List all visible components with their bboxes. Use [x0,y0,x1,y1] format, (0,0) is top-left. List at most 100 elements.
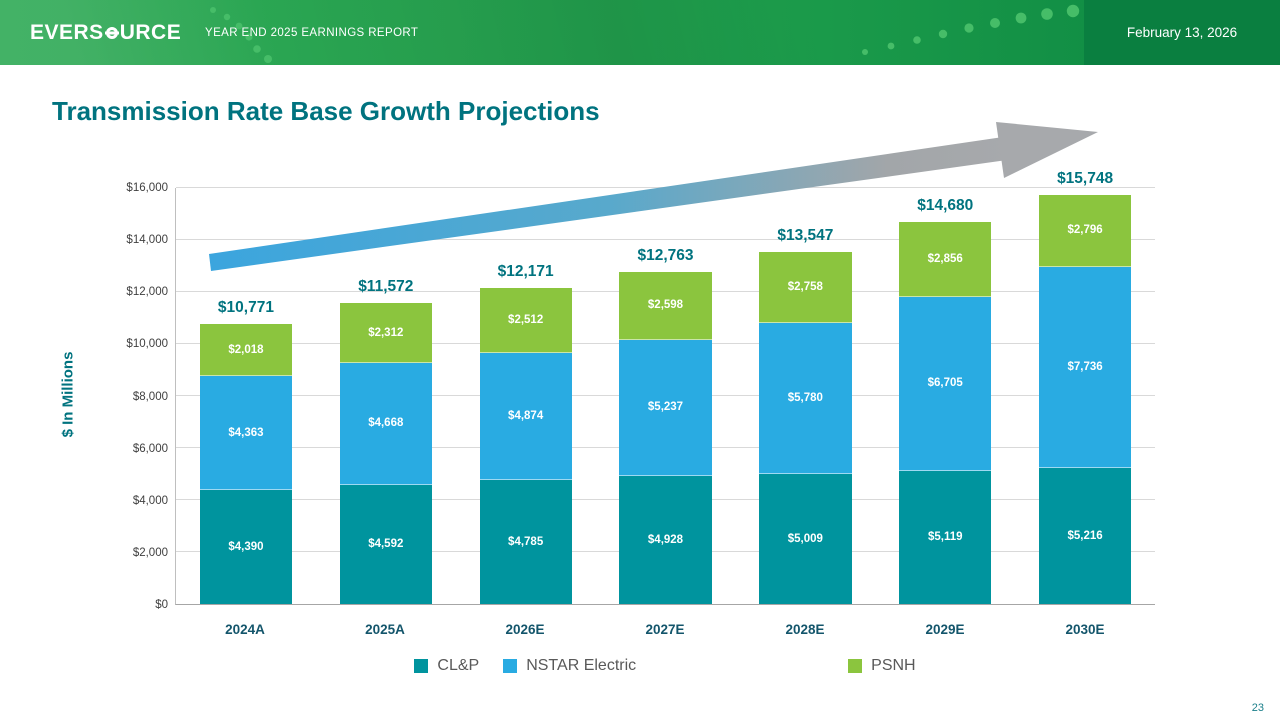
legend-item-psnh: PSNH [848,657,916,675]
total-label-2030e: $15,748 [1057,169,1114,187]
bar-column-2027e: $12,763 $2,598 $5,237 $4,928 [596,188,736,604]
legend-swatch-cl-p [414,659,429,673]
x-axis-label-2028e: 2028E [785,622,825,637]
segment-value-label: $2,018 [228,343,264,356]
segment-cl-p: $4,928 [619,475,712,604]
x-axis-label-2030e: 2030E [1065,622,1105,637]
stacked-bar-2027e: $12,763 $2,598 $5,237 $4,928 [619,247,712,604]
stacked-bar-2028e: $13,547 $2,758 $5,780 $5,009 [759,227,852,604]
segment-nstar-electric: $4,363 [199,376,293,490]
y-tick-label: $8,000 [132,390,168,403]
y-tick-label: $2,000 [132,546,168,559]
segment-value-label: $4,928 [647,533,684,546]
slide-title: Transmission Rate Base Growth Projection… [52,96,600,126]
total-label-2025a: $11,572 [358,278,414,296]
legend-label-cl-p: CL&P [437,657,480,674]
bar-column-2030e: $15,748 $2,796 $7,736 $5,216 [1015,170,1155,604]
segment-nstar-electric: $6,705 [899,296,992,471]
total-label-2029e: $14,680 [917,197,974,215]
segment-value-label: $4,785 [508,535,544,548]
bar-column-2028e: $13,547 $2,758 $5,780 $5,009 [735,188,875,604]
segment-cl-p: $4,785 [479,479,572,604]
segment-value-label: $7,736 [1067,361,1103,374]
bar-column-2026e: $12,171 $2,512 $4,874 $4,785 [456,188,596,604]
segment-cl-p: $4,592 [339,484,432,604]
bar-column-2025a: $11,572 $2,312 $4,668 $4,592 [316,188,456,604]
y-tick-label: $14,000 [126,234,168,247]
segment-value-label: $4,874 [508,409,544,422]
segment-psnh: $2,018 [199,323,293,377]
eversource-logo: EVERS URCE [30,0,181,65]
segment-value-label: $5,216 [1067,530,1103,543]
y-tick-label: $12,000 [126,286,168,299]
x-axis-label-2027e: 2027E [645,622,685,637]
segment-psnh: $2,796 [1038,194,1132,268]
bar-column-2029e: $14,680 $2,856 $6,705 $5,119 [875,188,1015,604]
bar-column-2024a: $10,771 $2,018 $4,363 $4,390 [176,188,316,604]
legend-swatch-psnh [848,659,863,673]
legend-item-cl-p: CL&P [414,657,479,675]
date-text: February 13, 2026 [1126,25,1238,40]
page-number: 23 [1251,702,1264,714]
header-bar: EVERS URCE YEAR END 2025 EARNINGS REPORT … [0,0,1280,65]
y-axis-title: $ In Millions [59,351,77,438]
segment-value-label: $5,780 [787,392,823,405]
plot-area: $10,771 $2,018 $4,363 $4,390 $11,572 $2,312 $4… [175,170,1155,605]
segment-value-label: $2,598 [647,299,684,312]
x-axis-label-2025a: 2025A [365,622,405,637]
report-title: YEAR END 2025 EARNINGS REPORT [205,26,419,39]
segment-nstar-electric: $5,780 [759,323,852,474]
total-label-2028e: $13,547 [777,226,834,244]
logo-text-pre: EVERS [30,20,104,44]
legend-swatch-nstar-electric [503,659,518,673]
segment-nstar-electric: $4,874 [479,352,572,480]
segment-cl-p: $4,390 [199,489,293,604]
y-tick-label: $10,000 [126,338,168,351]
logo-o-icon [105,26,118,39]
stacked-bar-2024a: $10,771 $2,018 $4,363 $4,390 [199,299,293,604]
stacked-bar-2030e: $15,748 $2,796 $7,736 $5,216 [1038,170,1132,604]
segment-value-label: $6,705 [927,377,963,390]
segment-value-label: $4,363 [228,426,264,439]
segment-value-label: $5,009 [787,532,823,545]
logo-text-post: URCE [119,20,182,44]
legend-label-psnh: PSNH [871,657,916,674]
total-label-2024a: $10,771 [217,298,274,316]
segment-psnh: $2,598 [619,272,712,340]
segment-cl-p: $5,009 [759,473,852,604]
segment-nstar-electric: $5,237 [619,339,712,476]
chart-legend: CL&P NSTAR Electric PSNH [175,650,1155,682]
x-axis-label-2024a: 2024A [225,622,265,637]
segment-value-label: $5,237 [647,401,684,414]
stacked-bar-2025a: $11,572 $2,312 $4,668 $4,592 [339,278,432,604]
y-tick-label: $4,000 [132,494,168,507]
segment-value-label: $2,758 [787,281,823,294]
x-axis-labels: 2024A 2025A 2026E 2027E 2028E 2029E 2030E [175,606,1155,637]
segment-value-label: $2,312 [368,326,404,339]
segment-value-label: $2,796 [1067,224,1103,237]
x-axis-label-2026e: 2026E [505,622,545,637]
legend-item-nstar-electric: NSTAR Electric [503,657,636,675]
y-tick-label: $6,000 [132,442,168,455]
legend-label-nstar-electric: NSTAR Electric [526,657,637,674]
segment-psnh: $2,312 [339,303,432,364]
segment-psnh: $2,758 [759,251,852,324]
segment-value-label: $4,390 [228,540,264,553]
segment-psnh: $2,512 [479,287,572,353]
y-tick-label: $0 [155,599,168,611]
segment-nstar-electric: $7,736 [1038,267,1132,469]
segment-cl-p: $5,119 [899,470,992,604]
date-box: February 13, 2026 [1084,0,1280,65]
total-label-2027e: $12,763 [637,247,694,265]
segment-value-label: $5,119 [927,531,963,544]
total-label-2026e: $12,171 [497,262,554,280]
segment-value-label: $4,592 [368,538,404,551]
y-tick-label: $16,000 [126,182,168,194]
y-axis-labels: $0 $2,000 $4,000 $6,000 $8,000 $10,000 $12,000… [86,182,168,611]
segment-psnh: $2,856 [899,222,992,297]
segment-value-label: $2,512 [508,313,544,326]
x-axis-label-2029e: 2029E [925,622,965,637]
segment-nstar-electric: $4,668 [339,363,432,485]
stacked-bar-2029e: $14,680 $2,856 $6,705 $5,119 [899,197,992,604]
